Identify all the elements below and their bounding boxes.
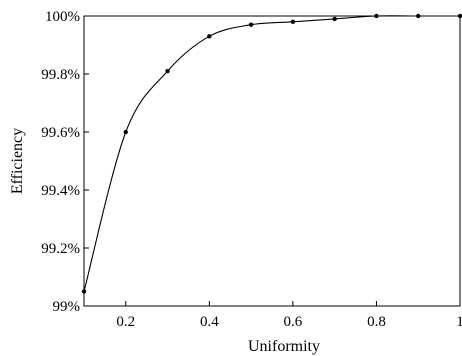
- data-point: [290, 19, 296, 24]
- data-point: [165, 68, 170, 74]
- y-tick-label: 99.8%: [41, 67, 80, 83]
- data-point: [416, 13, 421, 19]
- y-tick-label: 99.2%: [41, 241, 80, 257]
- x-tick-label: 0.2: [116, 314, 135, 330]
- data-point: [248, 22, 254, 27]
- data-point: [207, 34, 212, 39]
- x-axis-ticks: 0.2 0.4 0.6 0.8 1: [116, 301, 462, 330]
- y-tick-label: 100%: [45, 9, 80, 25]
- x-axis-title: Uniformity: [248, 338, 320, 355]
- plot-frame: [83, 15, 461, 307]
- data-point: [123, 129, 128, 135]
- data-point: [457, 13, 462, 19]
- data-point: [332, 16, 337, 22]
- data-point: [81, 289, 87, 294]
- x-tick-label: 0.6: [284, 314, 303, 330]
- y-axis-title: Efficiency: [9, 128, 26, 194]
- y-tick-label: 99.6%: [41, 125, 80, 141]
- y-tick-label: 99%: [53, 299, 81, 315]
- x-tick-label: 0.4: [200, 314, 219, 330]
- x-tick-label: 1: [456, 314, 462, 330]
- data-points: [81, 13, 462, 294]
- y-axis-ticks: 99% 99.2% 99.4% 99.6% 99.8% 100%: [41, 9, 89, 315]
- y-tick-label: 99.4%: [41, 183, 80, 199]
- series-line: [83, 15, 460, 292]
- data-point: [374, 13, 379, 19]
- x-tick-label: 0.8: [367, 314, 386, 330]
